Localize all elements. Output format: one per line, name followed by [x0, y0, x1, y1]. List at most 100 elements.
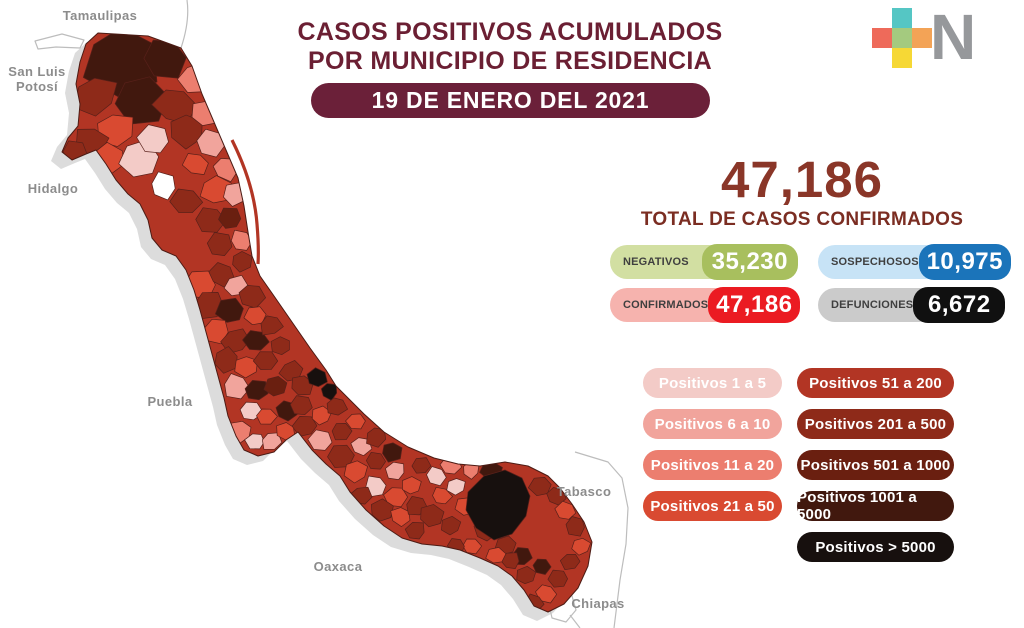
- total-confirmed-value: 47,186: [721, 151, 883, 208]
- page-title: CASOS POSITIVOS ACUMULADOS POR MUNICIPIO…: [258, 18, 762, 75]
- municipality-cell: [365, 451, 386, 470]
- map-label-hidalgo: Hidalgo: [27, 181, 79, 196]
- municipality-cell: [243, 306, 267, 326]
- mas-noticias-logo: N: [872, 1, 1002, 78]
- legend-positivos-mas-5000: Positivos > 5000: [797, 532, 954, 562]
- municipality-cell: [214, 346, 238, 374]
- municipality-cell: [230, 229, 253, 251]
- tamiahua-barrier-strip: [230, 139, 260, 265]
- municipality-cell: [547, 569, 568, 588]
- municipality-cell: [446, 478, 466, 496]
- municipality-cell: [263, 376, 288, 397]
- map-label-san-luis: San Luis: [8, 64, 66, 79]
- badge-sospechosos: SOSPECHOSOS 10,975: [818, 244, 1011, 280]
- legend-column-right: Positivos 51 a 200 Positivos 201 a 500 P…: [797, 368, 954, 562]
- municipality-cell: [278, 360, 304, 382]
- page-title-line1: CASOS POSITIVOS ACUMULADOS: [297, 18, 723, 46]
- logo-letter-n: N: [930, 1, 976, 73]
- logo-plus-bottom-square: [892, 48, 912, 68]
- municipality-cell: [169, 188, 204, 214]
- municipality-cell: [224, 373, 251, 400]
- map-label-oaxaca: Oaxaca: [313, 559, 363, 574]
- municipality-cell: [527, 477, 552, 497]
- municipality-cell: [256, 408, 278, 425]
- date-banner: 19 DE ENERO DEL 2021: [311, 83, 710, 118]
- neighbor-sliver: [34, 33, 85, 50]
- municipality-cell: [151, 171, 176, 201]
- municipality-cell: [327, 444, 355, 468]
- municipality-cell: [370, 498, 394, 522]
- logo-plus-left-square: [872, 28, 892, 48]
- municipality-cell: [404, 522, 425, 540]
- legend-positivos-1-5: Positivos 1 a 5: [643, 368, 782, 398]
- badge-sospechosos-value: 10,975: [918, 244, 1011, 280]
- legend-positivos-11-20: Positivos 11 a 20: [643, 450, 782, 480]
- municipality-cell: [411, 457, 432, 474]
- municipality-cell: [206, 232, 233, 256]
- municipality-cell: [500, 552, 520, 569]
- tamaulipas-coastline: [180, 0, 189, 49]
- municipality-cell-dark-south: [465, 469, 531, 541]
- badge-negativos-value: 35,230: [701, 244, 798, 280]
- legend-positivos-21-50: Positivos 21 a 50: [643, 491, 782, 521]
- logo-plus-right-square: [912, 28, 932, 48]
- municipality-cell: [326, 397, 348, 416]
- municipality-cell: [214, 297, 244, 323]
- tabasco-border: [574, 451, 629, 628]
- municipality-cell: [485, 547, 507, 564]
- badge-defunciones-value: 6,672: [913, 287, 1006, 323]
- municipality-cell: [218, 207, 242, 229]
- badge-defunciones: DEFUNCIONES 6,672: [818, 287, 1006, 323]
- municipality-cell: [270, 336, 290, 356]
- municipality-cell: [345, 413, 366, 430]
- map-label-puebla: Puebla: [147, 394, 193, 409]
- map-label-tamaulipas: Tamaulipas: [62, 8, 138, 23]
- legend-positivos-1001-5000: Positivos 1001 a 5000: [797, 489, 954, 523]
- logo-plus-top-square: [892, 8, 912, 28]
- badge-confirmados: CONFIRMADOS 47,186: [610, 287, 801, 323]
- municipality-cell: [532, 558, 552, 575]
- municipality-cell: [244, 380, 269, 401]
- legend-column-left: Positivos 1 a 5 Positivos 6 a 10 Positiv…: [643, 368, 782, 521]
- municipality-cell: [289, 395, 313, 416]
- legend-positivos-51-200: Positivos 51 a 200: [797, 368, 954, 398]
- status-badges: NEGATIVOS 35,230 SOSPECHOSOS 10,975 CONF…: [610, 244, 1011, 323]
- badge-confirmados-label: CONFIRMADOS: [623, 299, 709, 311]
- municipality-cell: [307, 429, 333, 451]
- legend-positivos-6-10: Positivos 6 a 10: [643, 409, 782, 439]
- municipality-cell: [331, 423, 353, 441]
- municipality-cell: [343, 460, 368, 484]
- municipality-cell: [432, 486, 453, 505]
- municipality-cell: [441, 515, 462, 536]
- municipality-cell: [306, 367, 328, 388]
- badge-confirmados-value: 47,186: [708, 287, 801, 323]
- veracruz-choropleth-map: [34, 0, 629, 628]
- legend-positivos-501-1000: Positivos 501 a 1000: [797, 450, 954, 480]
- municipality-cell: [559, 553, 581, 571]
- badge-negativos: NEGATIVOS 35,230: [610, 244, 798, 280]
- municipality-cell: [516, 565, 537, 585]
- municipality-cell: [136, 124, 169, 154]
- municipality-cell: [242, 330, 270, 351]
- legend-positivos-201-500: Positivos 201 a 500: [797, 409, 954, 439]
- municipality-cell: [260, 315, 284, 336]
- municipality-cell: [420, 504, 445, 528]
- logo-plus-center-square: [892, 28, 912, 48]
- map-label-chiapas: Chiapas: [571, 596, 625, 611]
- municipality-cell: [252, 351, 279, 370]
- badge-negativos-label: NEGATIVOS: [623, 256, 689, 268]
- map-label-potosi: Potosí: [15, 79, 59, 94]
- total-confirmed-label: TOTAL DE CASOS CONFIRMADOS: [640, 209, 964, 230]
- municipality-cell: [385, 461, 405, 480]
- municipality-cell: [72, 77, 118, 117]
- municipality-cell: [571, 537, 592, 556]
- badge-defunciones-label: DEFUNCIONES: [831, 299, 914, 311]
- municipality-cell: [181, 153, 209, 175]
- municipality-cell: [402, 476, 422, 495]
- municipality-cell: [143, 39, 187, 79]
- badge-sospechosos-label: SOSPECHOSOS: [831, 256, 919, 268]
- page-title-line2: POR MUNICIPIO DE RESIDENCIA: [308, 46, 712, 75]
- municipality-cell: [382, 442, 403, 463]
- map-label-tabasco: Tabasco: [556, 484, 612, 499]
